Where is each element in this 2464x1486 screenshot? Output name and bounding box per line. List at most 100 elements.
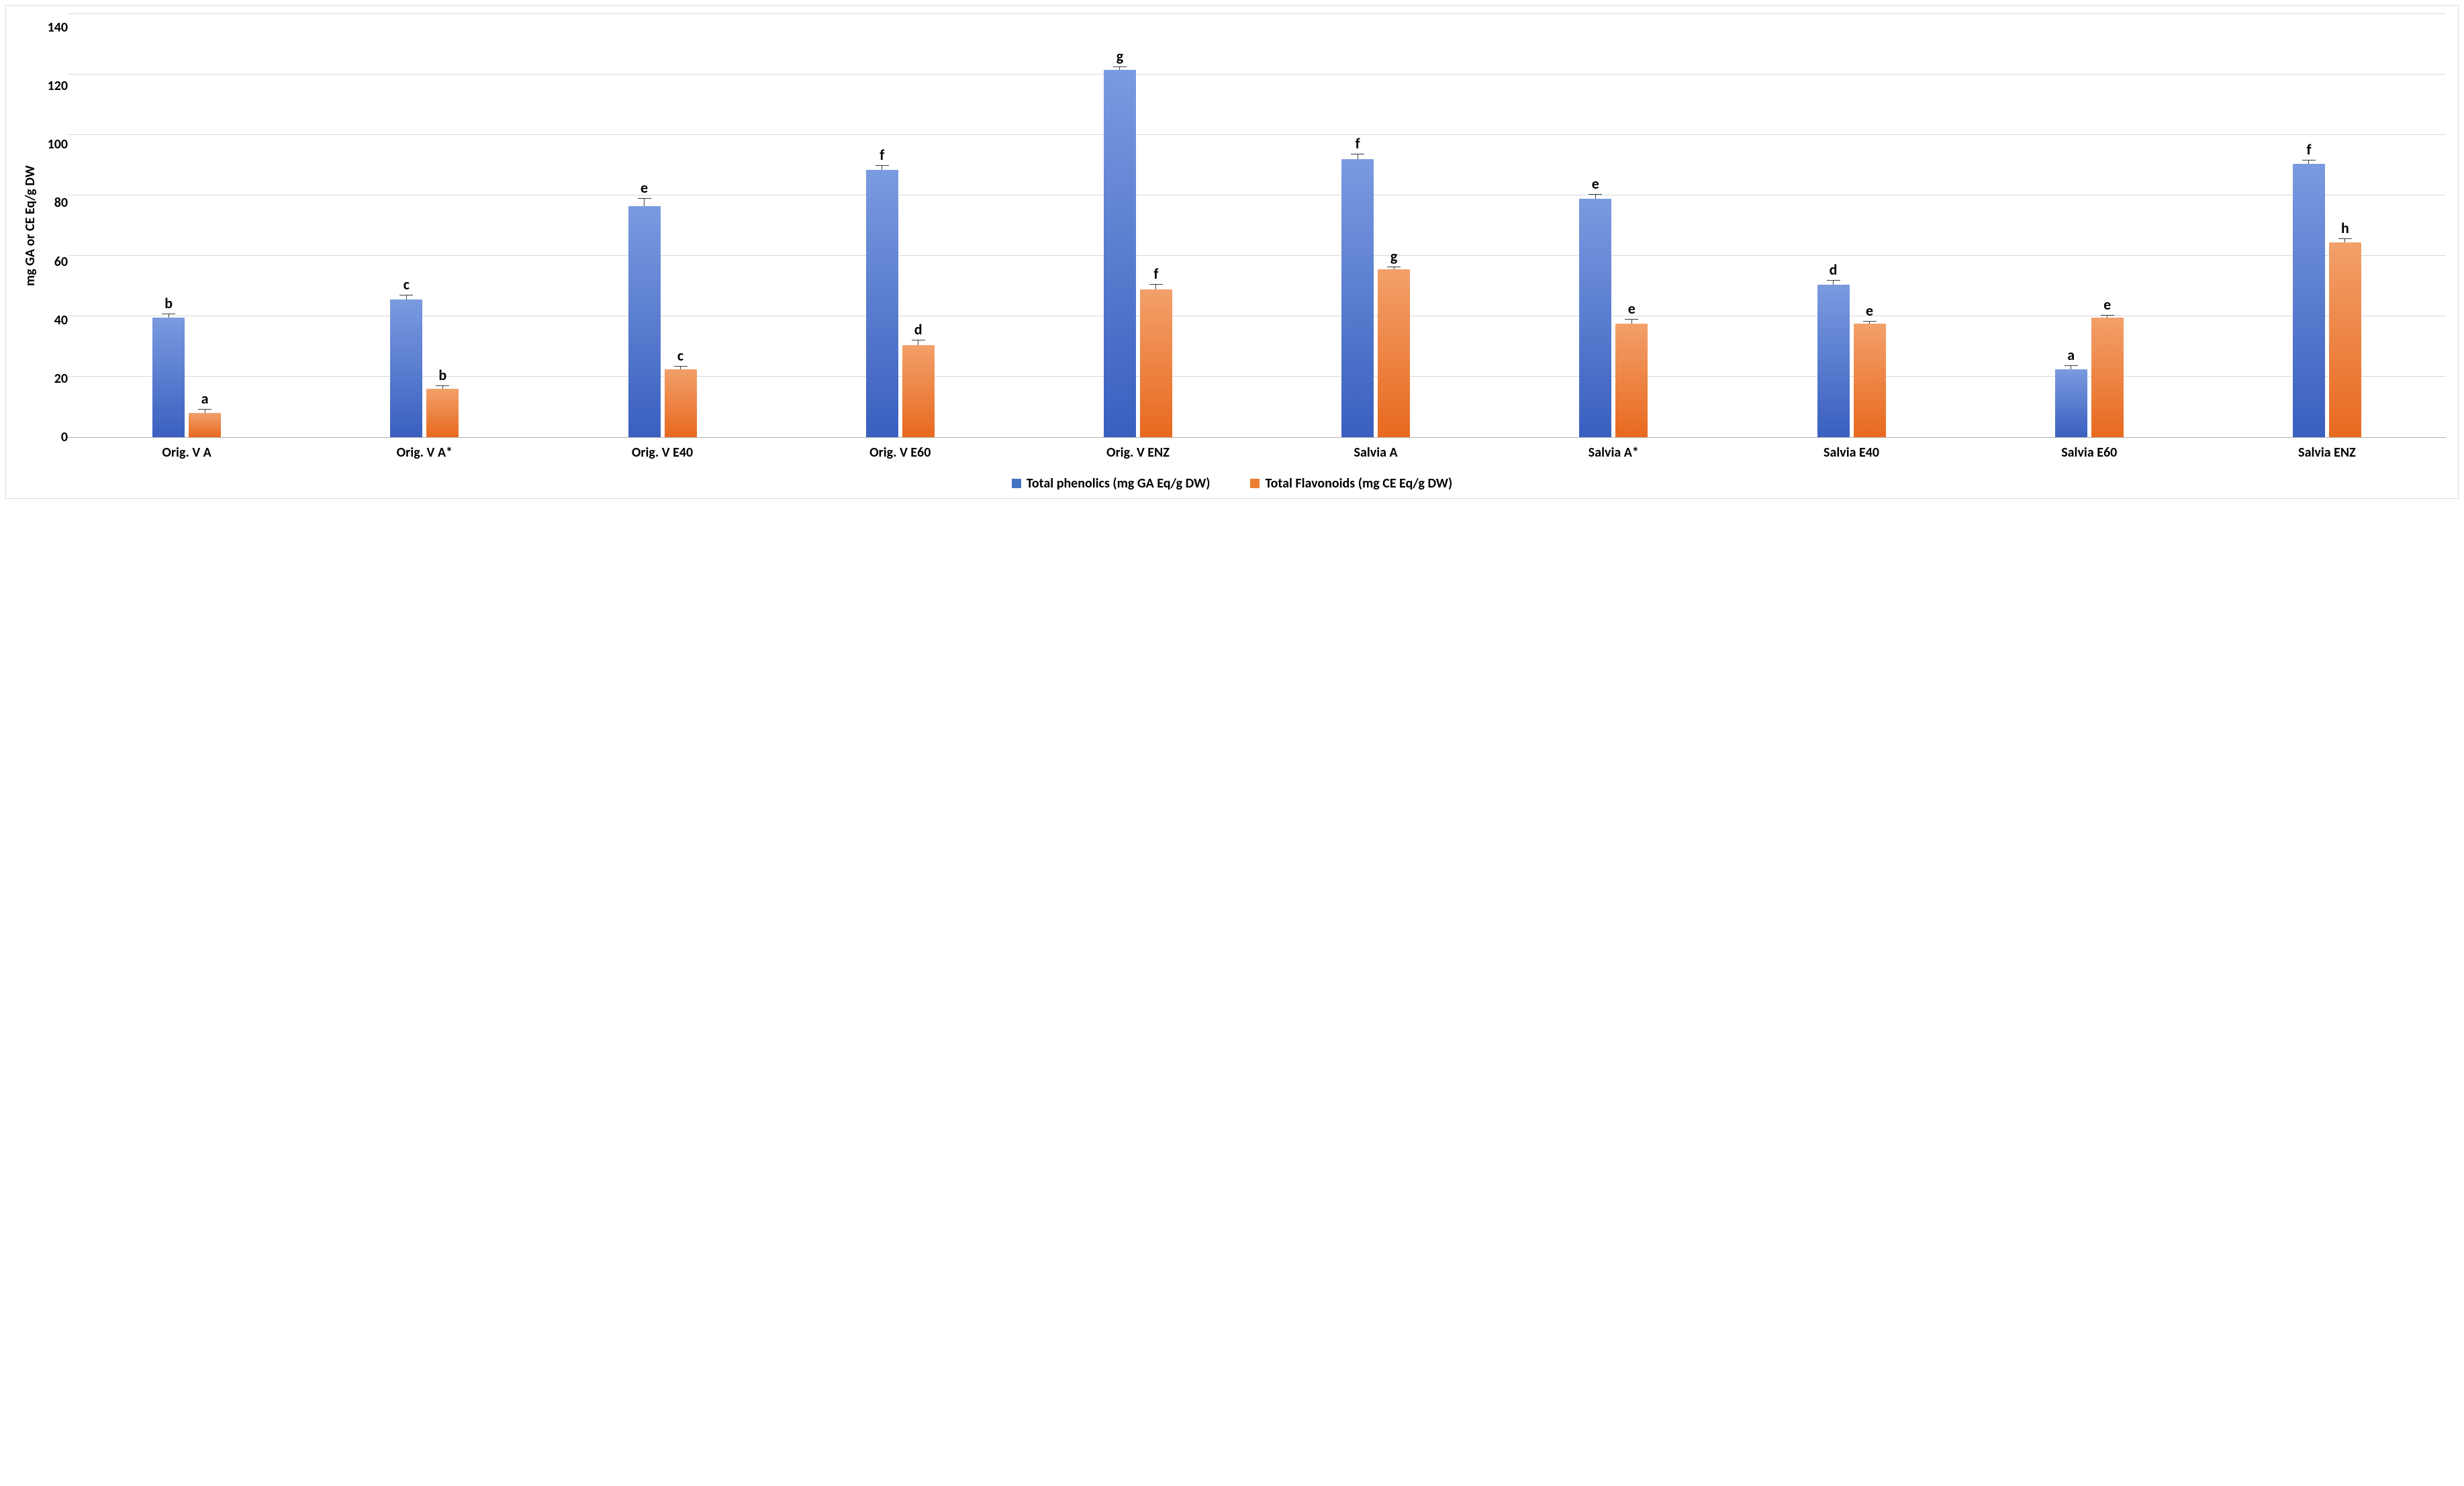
bar-wrap: e	[1615, 14, 1648, 437]
x-axis-label: Salvia E40	[1732, 438, 1970, 461]
x-axis-label: Salvia ENZ	[2208, 438, 2446, 461]
bar-flavonoids	[902, 345, 935, 437]
bar-group: cb	[305, 14, 543, 437]
bar-flavonoids	[2091, 318, 2124, 437]
bar-annotation: f	[1153, 267, 1158, 281]
bar-phenolics	[1579, 199, 1611, 438]
bar-annotation: e	[1628, 301, 1636, 316]
bar-flavonoids	[665, 369, 697, 437]
x-axis-label: Orig. V A	[68, 438, 305, 461]
bar-wrap: g	[1104, 14, 1136, 437]
bar-annotation: e	[2103, 297, 2111, 312]
x-axis-label: Salvia E60	[1971, 438, 2208, 461]
bar-wrap: c	[665, 14, 697, 437]
x-axis-label: Orig. V ENZ	[1019, 438, 1257, 461]
bar-wrap: e	[2091, 14, 2124, 437]
bar-flavonoids	[426, 389, 459, 437]
bar-annotation: d	[1830, 263, 1838, 277]
chart-container: mg GA or CE Eq/g DW 0 20 40 60 80 100 120 140 b…	[5, 5, 2459, 499]
x-axis-labels-row: Orig. V AOrig. V A*Orig. V E40Orig. V E6…	[18, 438, 2446, 461]
bar-flavonoids	[1378, 269, 1410, 437]
bar-group: ba	[68, 14, 305, 437]
bar-group: ee	[1495, 14, 1732, 437]
bar-wrap: d	[1817, 14, 1850, 437]
bar-group: fg	[1257, 14, 1495, 437]
legend-label: Total phenolics (mg GA Eq/g DW)	[1027, 475, 1211, 492]
bar-wrap: f	[1140, 14, 1172, 437]
y-tick-label: 60	[38, 255, 68, 269]
y-axis-ticks: 020406080100120140	[38, 14, 68, 437]
y-tick-label: 80	[38, 196, 68, 210]
bar-group: fh	[2208, 14, 2446, 437]
bar-wrap: b	[426, 14, 459, 437]
bar-wrap: f	[2293, 14, 2325, 437]
bar-annotation: b	[164, 296, 173, 311]
bar-annotation: g	[1117, 49, 1123, 64]
bar-phenolics	[2055, 369, 2087, 437]
bar-wrap: e	[628, 14, 661, 437]
legend-swatch	[1012, 479, 1021, 488]
y-tick-label: 120	[38, 79, 68, 93]
plot-row: mg GA or CE Eq/g DW 020406080100120140 b…	[18, 14, 2446, 438]
legend-label: Total Flavonoids (mg CE Eq/g DW)	[1265, 475, 1452, 492]
legend: Total phenolics (mg GA Eq/g DW) Total Fla…	[18, 461, 2446, 492]
bar-annotation: e	[641, 181, 648, 195]
y-tick-label: 140	[38, 21, 68, 34]
bar-group: ae	[1971, 14, 2208, 437]
bar-wrap: h	[2329, 14, 2361, 437]
bar-phenolics	[152, 318, 185, 437]
bar-annotation: f	[880, 148, 884, 162]
bar-wrap: d	[902, 14, 935, 437]
bar-wrap: a	[189, 14, 221, 437]
x-axis-label: Orig. V A*	[305, 438, 543, 461]
bar-annotation: f	[2306, 142, 2311, 157]
y-tick-label: 0	[38, 430, 68, 444]
bar-wrap: e	[1854, 14, 1886, 437]
x-axis-labels: Orig. V AOrig. V A*Orig. V E40Orig. V E6…	[68, 438, 2446, 461]
bar-phenolics	[1341, 159, 1374, 437]
bar-annotation: a	[2067, 348, 2075, 363]
bar-phenolics	[2293, 164, 2325, 437]
bar-phenolics	[628, 206, 661, 437]
y-axis-title: mg GA or CE Eq/g DW	[18, 14, 38, 438]
bar-wrap: f	[1341, 14, 1374, 437]
bar-annotation: c	[677, 349, 683, 363]
bar-wrap: a	[2055, 14, 2087, 437]
bar-annotation: h	[2341, 221, 2349, 236]
bar-flavonoids	[1854, 324, 1886, 437]
bar-group: gf	[1019, 14, 1257, 437]
bar-phenolics	[390, 299, 422, 437]
bar-annotation: e	[1592, 177, 1599, 191]
bar-wrap: e	[1579, 14, 1611, 437]
bar-flavonoids	[1615, 324, 1648, 437]
bar-flavonoids	[189, 413, 221, 437]
x-axis-label: Salvia A	[1257, 438, 1495, 461]
bar-annotation: a	[201, 391, 209, 406]
bar-phenolics	[1817, 285, 1850, 437]
bars-layer: bacbecfdgffgeedeaefh	[68, 14, 2446, 437]
bar-wrap: c	[390, 14, 422, 437]
plot-area: bacbecfdgffgeedeaefh	[68, 14, 2446, 438]
x-axis-label: Orig. V E40	[543, 438, 781, 461]
bar-annotation: b	[438, 368, 446, 383]
bar-annotation: c	[404, 277, 410, 292]
chart: mg GA or CE Eq/g DW 0 20 40 60 80 100 120 140 b…	[18, 14, 2446, 492]
bar-group: de	[1732, 14, 1970, 437]
y-tick-label: 100	[38, 138, 68, 151]
legend-item: Total Flavonoids (mg CE Eq/g DW)	[1250, 475, 1452, 492]
x-axis-label: Salvia A*	[1495, 438, 1732, 461]
bar-wrap: b	[152, 14, 185, 437]
legend-swatch	[1250, 479, 1260, 488]
bar-flavonoids	[1140, 289, 1172, 438]
y-tick-label: 40	[38, 314, 68, 327]
bar-annotation: e	[1866, 304, 1873, 318]
bar-phenolics	[866, 170, 898, 437]
bar-phenolics	[1104, 70, 1136, 437]
bar-wrap: g	[1378, 14, 1410, 437]
bar-group: ec	[543, 14, 781, 437]
bar-wrap: f	[866, 14, 898, 437]
bar-annotation: d	[914, 322, 922, 337]
bar-annotation: g	[1390, 249, 1397, 264]
y-tick-label: 20	[38, 372, 68, 385]
legend-item: Total phenolics (mg GA Eq/g DW)	[1012, 475, 1211, 492]
